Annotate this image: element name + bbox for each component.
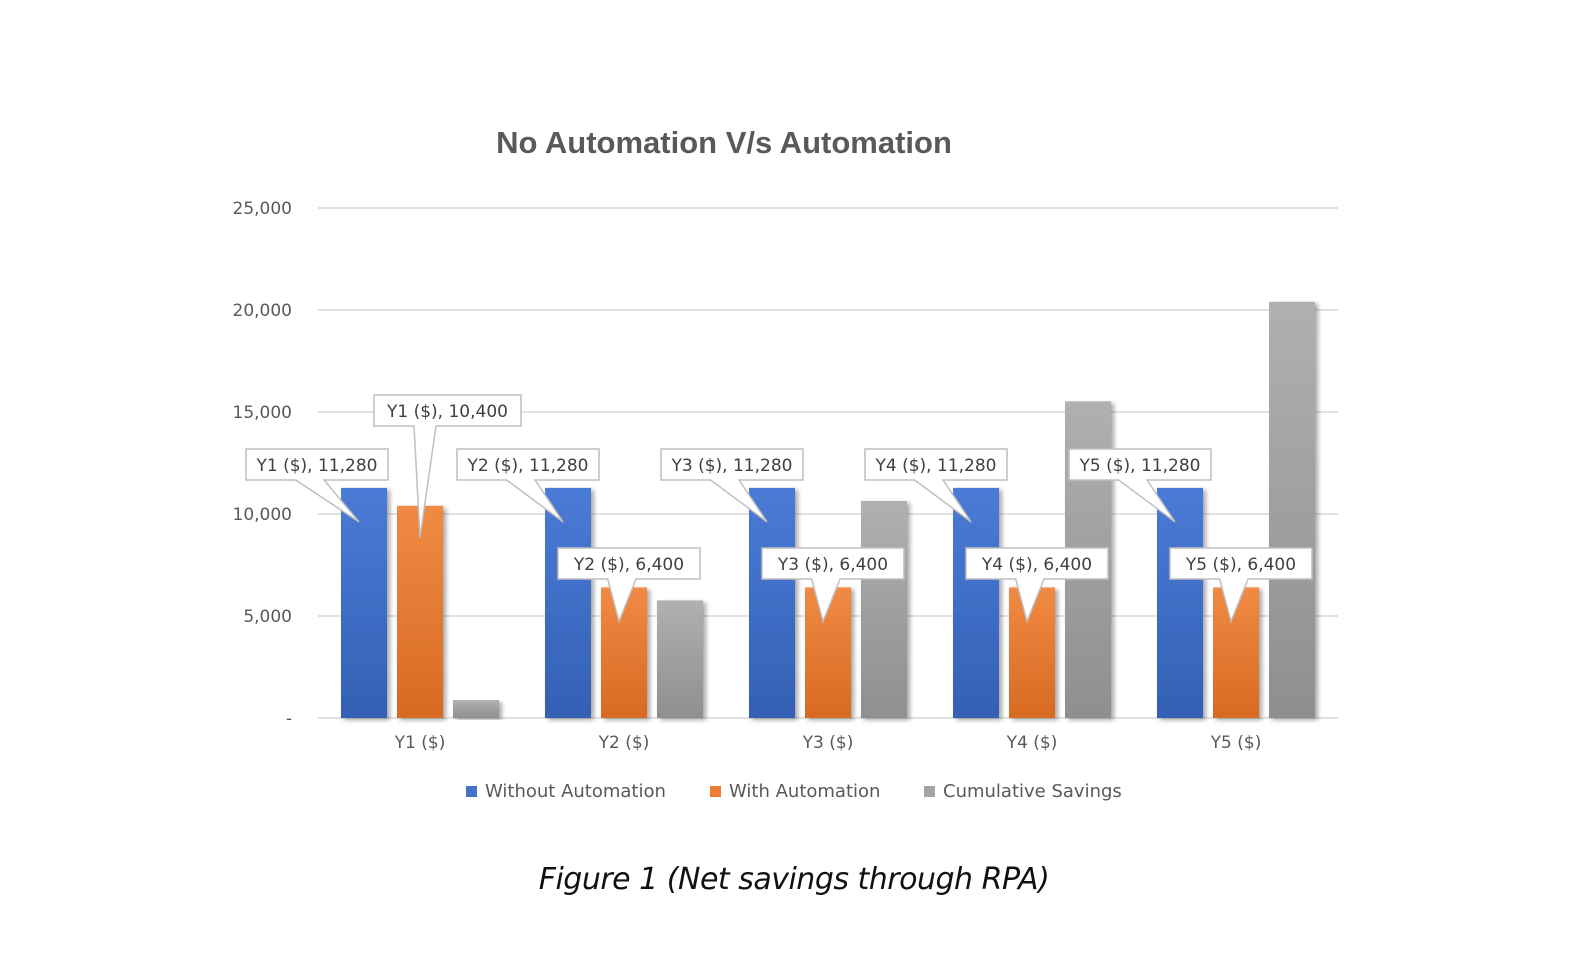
y-tick-label: - (286, 709, 292, 729)
bar-without-automation-2 (545, 487, 591, 718)
x-axis-ticks: Y1 ($) Y2 ($) Y3 ($) Y4 ($) Y5 ($) (394, 733, 1262, 753)
data-label-callout: Y4 ($), 6,400 (965, 547, 1109, 624)
callout-box (965, 547, 1109, 624)
bar-cumulative-savings-3 (861, 500, 907, 718)
data-label-callout: Y1 ($), 10,400 (373, 394, 522, 538)
data-label-callout: Y1 ($), 11,280 (245, 448, 389, 523)
legend-swatch (924, 786, 935, 797)
x-tick-label: Y4 ($) (1006, 733, 1058, 753)
data-label-text: Y5 ($), 11,280 (1079, 456, 1201, 476)
x-tick-label: Y5 ($) (1210, 733, 1262, 753)
y-tick-label: 25,000 (233, 199, 292, 219)
data-label-callout: Y5 ($), 6,400 (1169, 547, 1313, 624)
data-label-text: Y4 ($), 11,280 (875, 456, 997, 476)
callout-box (557, 547, 701, 624)
data-label-text: Y5 ($), 6,400 (1185, 555, 1296, 575)
legend-label: With Automation (729, 781, 880, 802)
callout-box (1169, 547, 1313, 624)
data-label-text: Y3 ($), 11,280 (671, 456, 793, 476)
data-label-text: Y1 ($), 10,400 (386, 402, 508, 422)
data-label-callout: Y4 ($), 11,280 (864, 448, 1008, 523)
bar-without-automation-3 (749, 487, 795, 718)
bar-without-automation-1 (341, 487, 387, 718)
legend-item: With Automation (710, 781, 880, 802)
legend: Without Automation With Automation Cumulat… (466, 781, 1122, 802)
x-tick-label: Y2 ($) (598, 733, 650, 753)
data-label-text: Y3 ($), 6,400 (777, 555, 888, 575)
bar-without-automation-4 (953, 487, 999, 718)
legend-swatch (710, 786, 721, 797)
callout-box (456, 448, 600, 523)
callout-box (373, 394, 522, 538)
data-label-text: Y1 ($), 11,280 (256, 456, 378, 476)
bar-without-automation-5 (1157, 487, 1203, 718)
data-label-callout: Y5 ($), 11,280 (1068, 448, 1212, 523)
callout-box (864, 448, 1008, 523)
legend-item: Cumulative Savings (924, 781, 1122, 802)
data-label-callout: Y2 ($), 11,280 (456, 448, 600, 523)
legend-label: Cumulative Savings (943, 781, 1122, 802)
data-label-text: Y2 ($), 6,400 (573, 555, 684, 575)
legend-swatch (466, 786, 477, 797)
y-tick-label: 20,000 (233, 301, 292, 321)
bar-cumulative-savings-2 (657, 600, 703, 718)
x-tick-label: Y1 ($) (394, 733, 446, 753)
y-axis-ticks: - 5,000 10,000 15,000 20,000 25,000 (233, 199, 292, 729)
callout-box (761, 547, 905, 624)
bars (341, 301, 1315, 718)
y-tick-label: 5,000 (243, 607, 292, 627)
callout-box (245, 448, 389, 523)
bar-cumulative-savings-5 (1269, 301, 1315, 718)
data-label-callout: Y3 ($), 11,280 (660, 448, 804, 523)
callout-box (1068, 448, 1212, 523)
data-label-callout: Y2 ($), 6,400 (557, 547, 701, 624)
bar-cumulative-savings-1 (453, 700, 499, 718)
data-label-callout: Y3 ($), 6,400 (761, 547, 905, 624)
legend-item: Without Automation (466, 781, 666, 802)
data-labels: Y1 ($), 11,280 Y1 ($), 10,400 Y2 ($), 11,2… (245, 394, 1313, 624)
x-tick-label: Y3 ($) (802, 733, 854, 753)
data-label-text: Y2 ($), 11,280 (467, 456, 589, 476)
data-label-text: Y4 ($), 6,400 (981, 555, 1092, 575)
chart-title: No Automation V/s Automation (496, 125, 952, 160)
y-tick-label: 15,000 (233, 403, 292, 423)
callout-box (660, 448, 804, 523)
figure-caption: Figure 1 (Net savings through RPA) (538, 862, 1050, 897)
y-tick-label: 10,000 (233, 505, 292, 525)
legend-label: Without Automation (485, 781, 666, 802)
bar-with-automation-1 (397, 505, 443, 718)
